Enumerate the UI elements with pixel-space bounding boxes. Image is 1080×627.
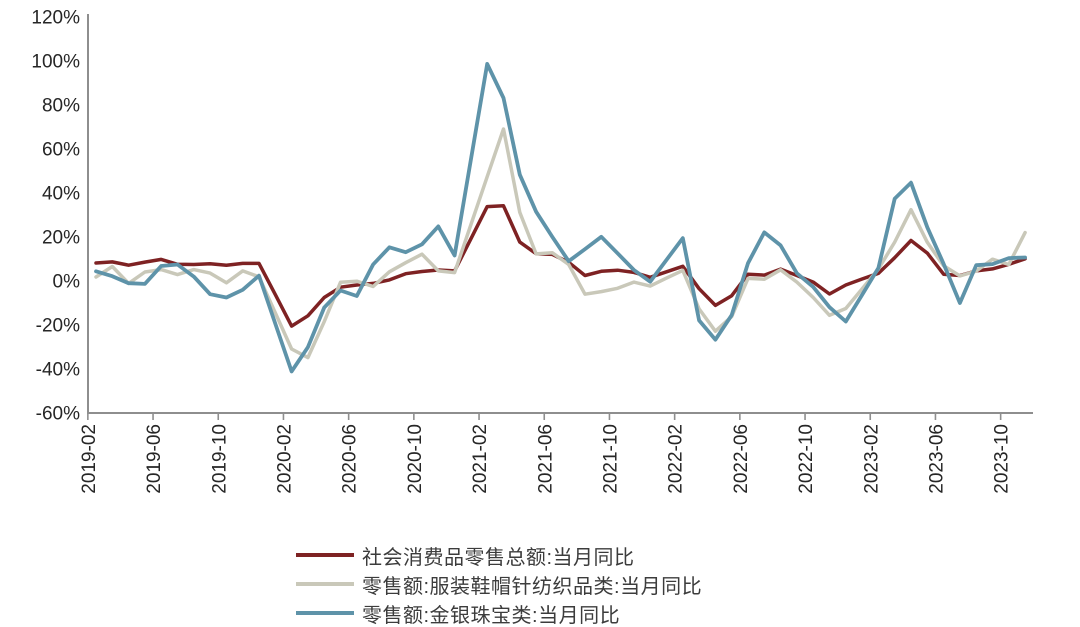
x-axis-tick-label: 2021-02 xyxy=(470,424,491,494)
total-retail-line-swatch xyxy=(296,553,354,557)
legend-item-total-retail: 社会消费品零售总额:当月同比 xyxy=(296,541,702,569)
legend-label-gold-jewelry: 零售额:金银珠宝类:当月同比 xyxy=(362,604,621,627)
x-axis-tick-label: 2023-02 xyxy=(861,424,882,494)
y-axis-tick-label: 20% xyxy=(42,228,80,249)
retail-yoy-line-chart: 120%100%80%60%40%20%0%-20%-40%-60%2019-0… xyxy=(31,8,1033,494)
legend-label-clothing: 零售额:服装鞋帽针纺织品类:当月同比 xyxy=(362,575,703,598)
y-axis-tick-label: 0% xyxy=(53,272,81,293)
x-axis-tick-label: 2020-10 xyxy=(405,424,426,494)
series-line-0 xyxy=(94,204,1027,328)
x-axis-tick-label: 2019-02 xyxy=(79,424,100,494)
legend-item-gold-jewelry: 零售额:金银珠宝类:当月同比 xyxy=(296,599,702,627)
x-axis-tick-label: 2021-10 xyxy=(600,424,621,494)
x-axis-tick-label: 2022-02 xyxy=(666,424,687,494)
x-axis-tick-label: 2020-06 xyxy=(340,424,361,494)
x-axis-tick-label: 2023-06 xyxy=(926,424,947,494)
legend-label-total-retail: 社会消费品零售总额:当月同比 xyxy=(362,546,635,569)
y-axis-tick-label: 120% xyxy=(31,8,80,29)
x-axis-tick-label: 2022-06 xyxy=(731,424,752,494)
clothing-line-swatch xyxy=(296,582,354,586)
legend-item-clothing: 零售额:服装鞋帽针纺织品类:当月同比 xyxy=(296,570,702,598)
chart-legend: 社会消费品零售总额:当月同比 零售额:服装鞋帽针纺织品类:当月同比 零售额:金银… xyxy=(296,541,702,627)
y-axis-tick-label: -20% xyxy=(36,316,80,337)
y-axis-tick-label: 40% xyxy=(42,184,80,205)
y-axis-tick-label: -60% xyxy=(36,404,80,425)
x-axis-tick-label: 2020-02 xyxy=(274,424,295,494)
x-axis-tick-label: 2021-06 xyxy=(535,424,556,494)
y-axis-tick-label: 100% xyxy=(31,52,80,73)
y-axis-tick-label: 80% xyxy=(42,96,80,117)
x-axis-tick-label: 2019-06 xyxy=(144,424,165,494)
x-axis-tick-label: 2019-10 xyxy=(209,424,230,494)
x-axis-tick-label: 2022-10 xyxy=(796,424,817,494)
x-axis-tick-label: 2023-10 xyxy=(992,424,1013,494)
y-axis-tick-label: 60% xyxy=(42,140,80,161)
gold-jewelry-line-swatch xyxy=(296,611,354,615)
series-line-2 xyxy=(94,62,1027,374)
y-axis-tick-label: -40% xyxy=(36,360,80,381)
